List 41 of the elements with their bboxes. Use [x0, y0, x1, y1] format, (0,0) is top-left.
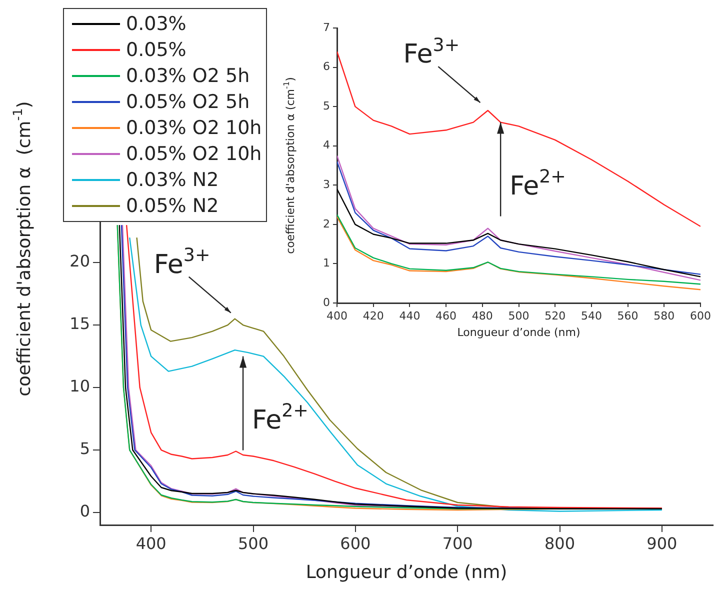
y-tick-label: 3 [323, 178, 330, 191]
legend-label: 0.05% O2 5h [126, 91, 250, 113]
y-tick-label: 7 [323, 20, 330, 34]
y-tick-label: 5 [323, 99, 330, 112]
x-tick-label: 460 [436, 309, 457, 322]
legend-label: 0.03% O2 5h [126, 65, 250, 87]
legend-label: 0.05% [126, 39, 186, 61]
y-tick-label: 15 [70, 314, 90, 334]
legend-label: 0.05% O2 10h [126, 143, 262, 165]
x-tick-label: 500 [238, 534, 269, 553]
y-tick-label: 10 [70, 376, 90, 396]
x-tick-label: 700 [442, 534, 473, 553]
legend-label: 0.05% N2 [126, 195, 219, 217]
y-tick-label: 0 [80, 502, 90, 521]
x-axis-title: Longueur d’onde (nm) [306, 562, 508, 583]
y-tick-label: 6 [323, 60, 330, 74]
x-tick-label: 520 [544, 309, 566, 322]
x-tick-label: 600 [690, 309, 711, 322]
legend-label: 0.03% O2 10h [126, 117, 262, 139]
x-tick-label: 600 [340, 534, 371, 553]
x-tick-label: 500 [508, 309, 530, 322]
x-tick-label: 480 [472, 309, 493, 322]
y-tick-label: 20 [70, 252, 90, 271]
x-axis-title: Longueur d’onde (nm) [457, 326, 580, 339]
legend-label: 0.03% [126, 13, 186, 35]
x-tick-label: 420 [362, 309, 384, 322]
legend-label: 0.03% N2 [126, 169, 219, 191]
y-tick-label: 2 [323, 217, 330, 230]
x-tick-label: 580 [654, 309, 675, 322]
x-tick-label: 900 [646, 534, 678, 553]
x-tick-label: 440 [399, 309, 420, 322]
y-tick-label: 1 [323, 256, 330, 270]
y-tick-label: 5 [80, 439, 90, 458]
y-tick-label: 0 [323, 296, 330, 309]
x-tick-label: 800 [544, 534, 576, 553]
x-tick-label: 400 [136, 534, 166, 553]
x-tick-label: 540 [580, 309, 602, 322]
y-tick-label: 4 [323, 138, 330, 152]
x-tick-label: 560 [617, 309, 638, 322]
x-tick-label: 400 [326, 309, 348, 322]
y-axis-title: coefficient d'absorption α (cm-1) [10, 101, 35, 396]
